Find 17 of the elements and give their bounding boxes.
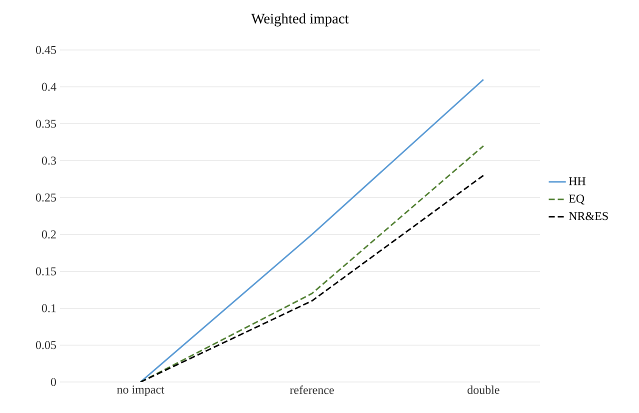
y-tick-label: 0 bbox=[50, 378, 56, 386]
legend-label: NR&ES bbox=[568, 212, 608, 220]
x-tick-label: double bbox=[468, 386, 500, 394]
y-tick-label: 0.1 bbox=[42, 304, 56, 312]
y-tick-label: 0.05 bbox=[36, 341, 56, 350]
x-tick-label: reference bbox=[290, 386, 334, 394]
legend-label: EQ bbox=[568, 194, 584, 205]
legend-label: HH bbox=[568, 177, 586, 186]
y-tick-label: 0.15 bbox=[36, 267, 56, 276]
y-tick-label: 0.35 bbox=[36, 120, 56, 128]
y-tick-label: 0.45 bbox=[36, 46, 56, 54]
y-tick-label: 0.25 bbox=[36, 193, 56, 202]
y-tick-label: 0.3 bbox=[42, 156, 56, 165]
y-tick-label: 0.2 bbox=[42, 230, 56, 239]
y-tick-label: 0.4 bbox=[42, 82, 56, 91]
x-tick-label: no impact bbox=[117, 386, 164, 396]
chart-title: Weighted impact bbox=[251, 13, 349, 26]
